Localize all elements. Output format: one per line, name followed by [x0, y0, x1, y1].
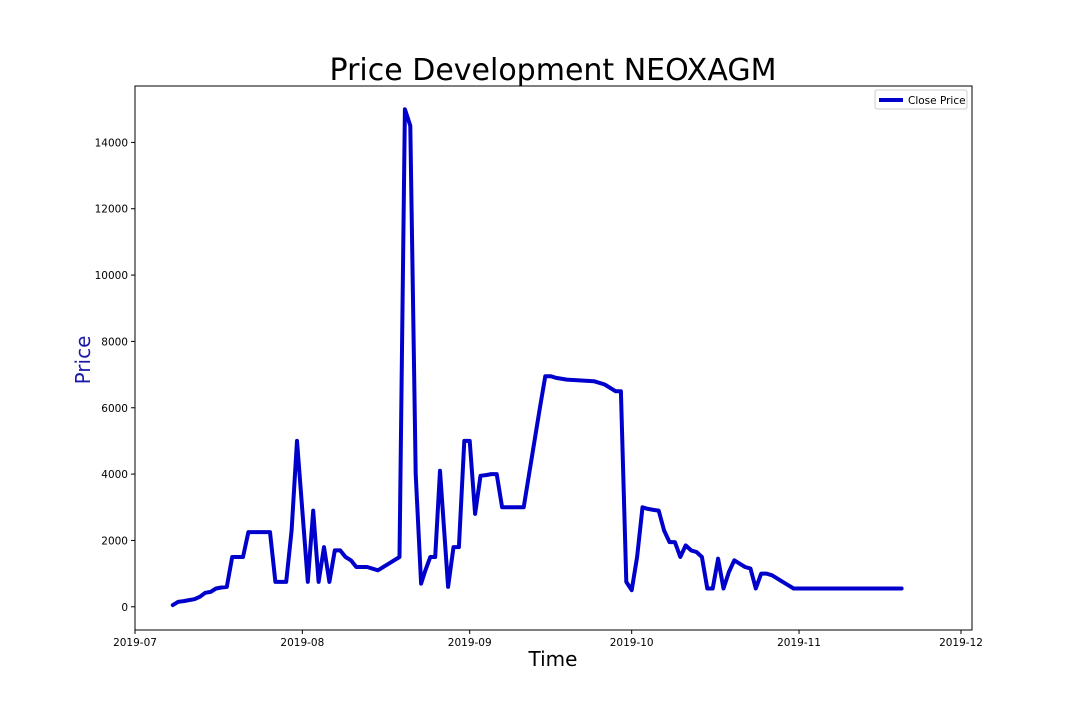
x-tick-label: 2019-08 — [280, 637, 324, 649]
plot-frame — [134, 85, 973, 631]
y-tick-label: 0 — [121, 602, 128, 614]
x-tick-label: 2019-10 — [610, 637, 654, 649]
chart-title: Price Development NEOXAGM — [330, 53, 777, 88]
y-tick-label: 6000 — [101, 403, 128, 415]
y-tick-label: 8000 — [101, 336, 128, 348]
x-axis: 2019-07 2019-08 2019-09 2019-10 2019-11 2019-… — [113, 630, 983, 649]
legend-label-close-price: Close Price — [908, 95, 966, 107]
legend-box — [874, 89, 968, 110]
y-tick-label: 14000 — [95, 137, 128, 149]
x-tick-label: 2019-11 — [777, 637, 821, 649]
series-line-close-price — [170, 107, 904, 608]
x-axis-label: Time — [528, 647, 578, 671]
y-tick-label: 4000 — [101, 469, 128, 481]
series-layer — [170, 107, 904, 608]
y-axis-label: Price — [71, 336, 95, 385]
x-tick-label: 2019-07 — [113, 637, 157, 649]
y-tick-label: 2000 — [101, 535, 128, 547]
y-tick-label: 12000 — [95, 204, 128, 216]
y-axis: 0 2000 4000 6000 8000 10000 12000 14000 — [95, 137, 135, 614]
x-tick-label: 2019-12 — [939, 637, 983, 649]
x-tick-label: 2019-09 — [448, 637, 492, 649]
y-tick-label: 10000 — [95, 270, 128, 282]
legend: Close Price — [874, 89, 968, 110]
